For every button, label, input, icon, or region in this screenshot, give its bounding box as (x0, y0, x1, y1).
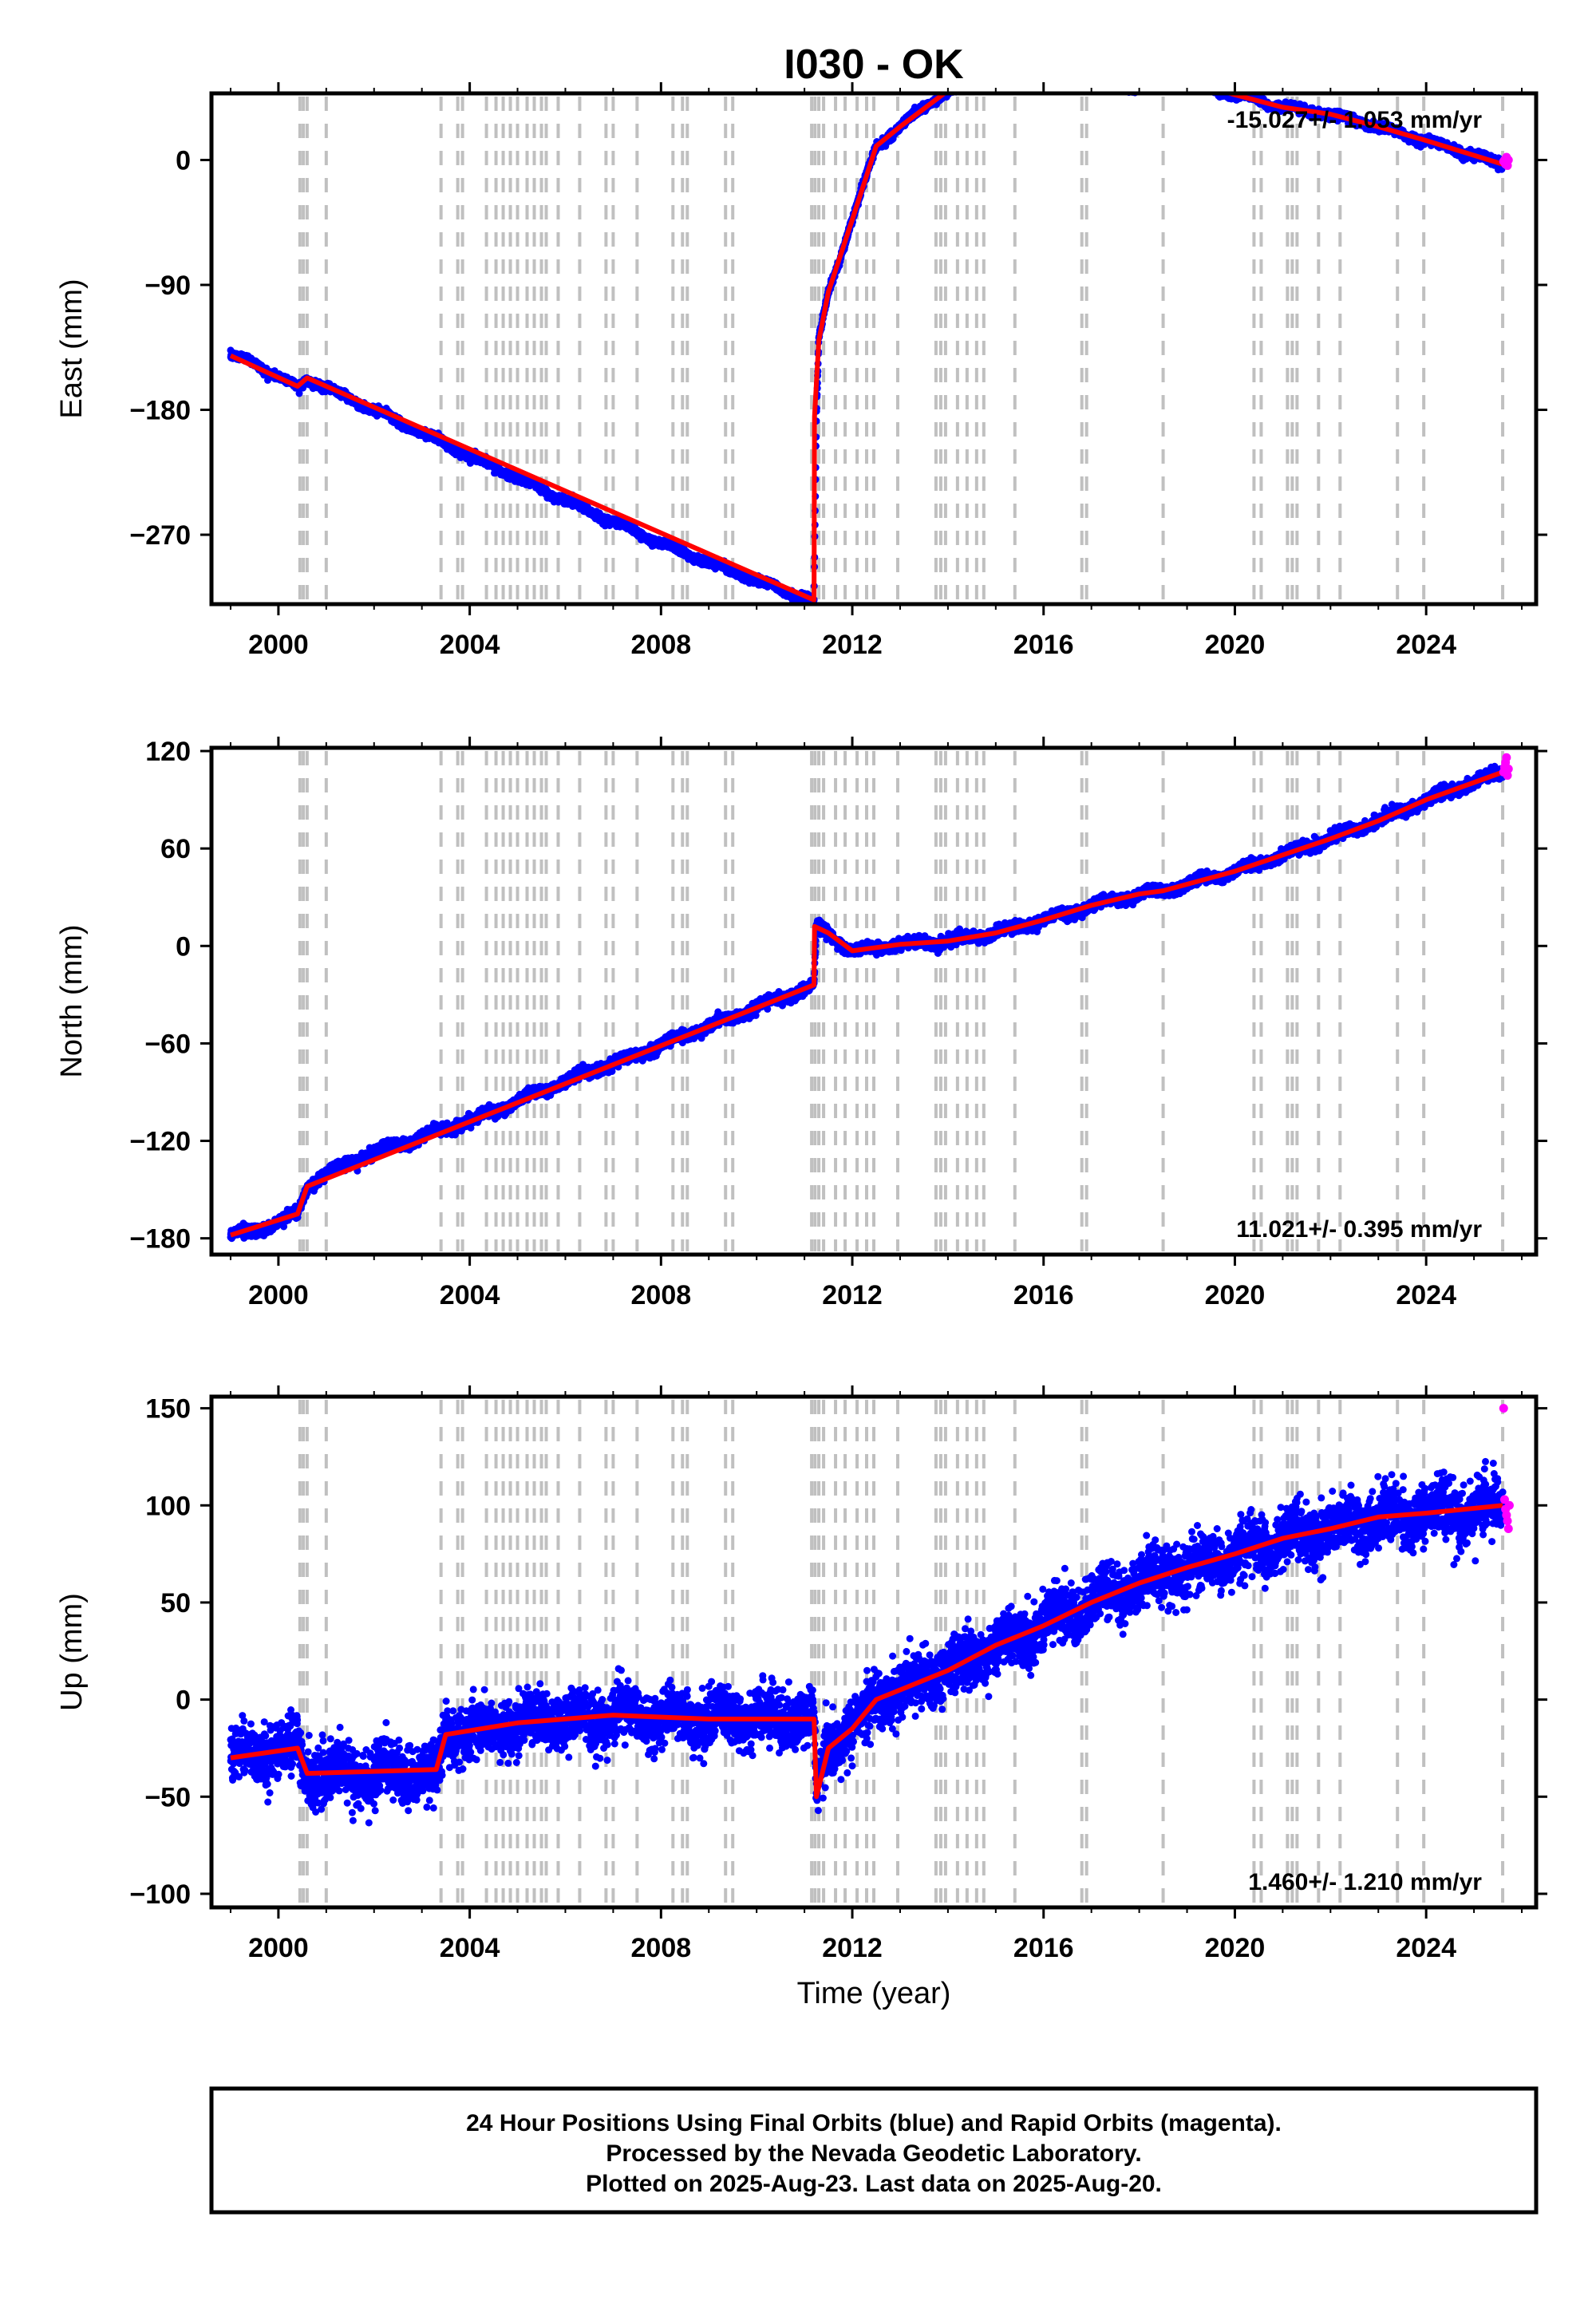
data-layer (227, 93, 1513, 604)
event-lines (298, 97, 1505, 601)
east-panel: 2000 2004 2008 2012 2016 2020 20240−90−180−270… (55, 82, 1547, 660)
chart-title: I030 - OK (784, 41, 964, 88)
data-point (295, 389, 303, 397)
